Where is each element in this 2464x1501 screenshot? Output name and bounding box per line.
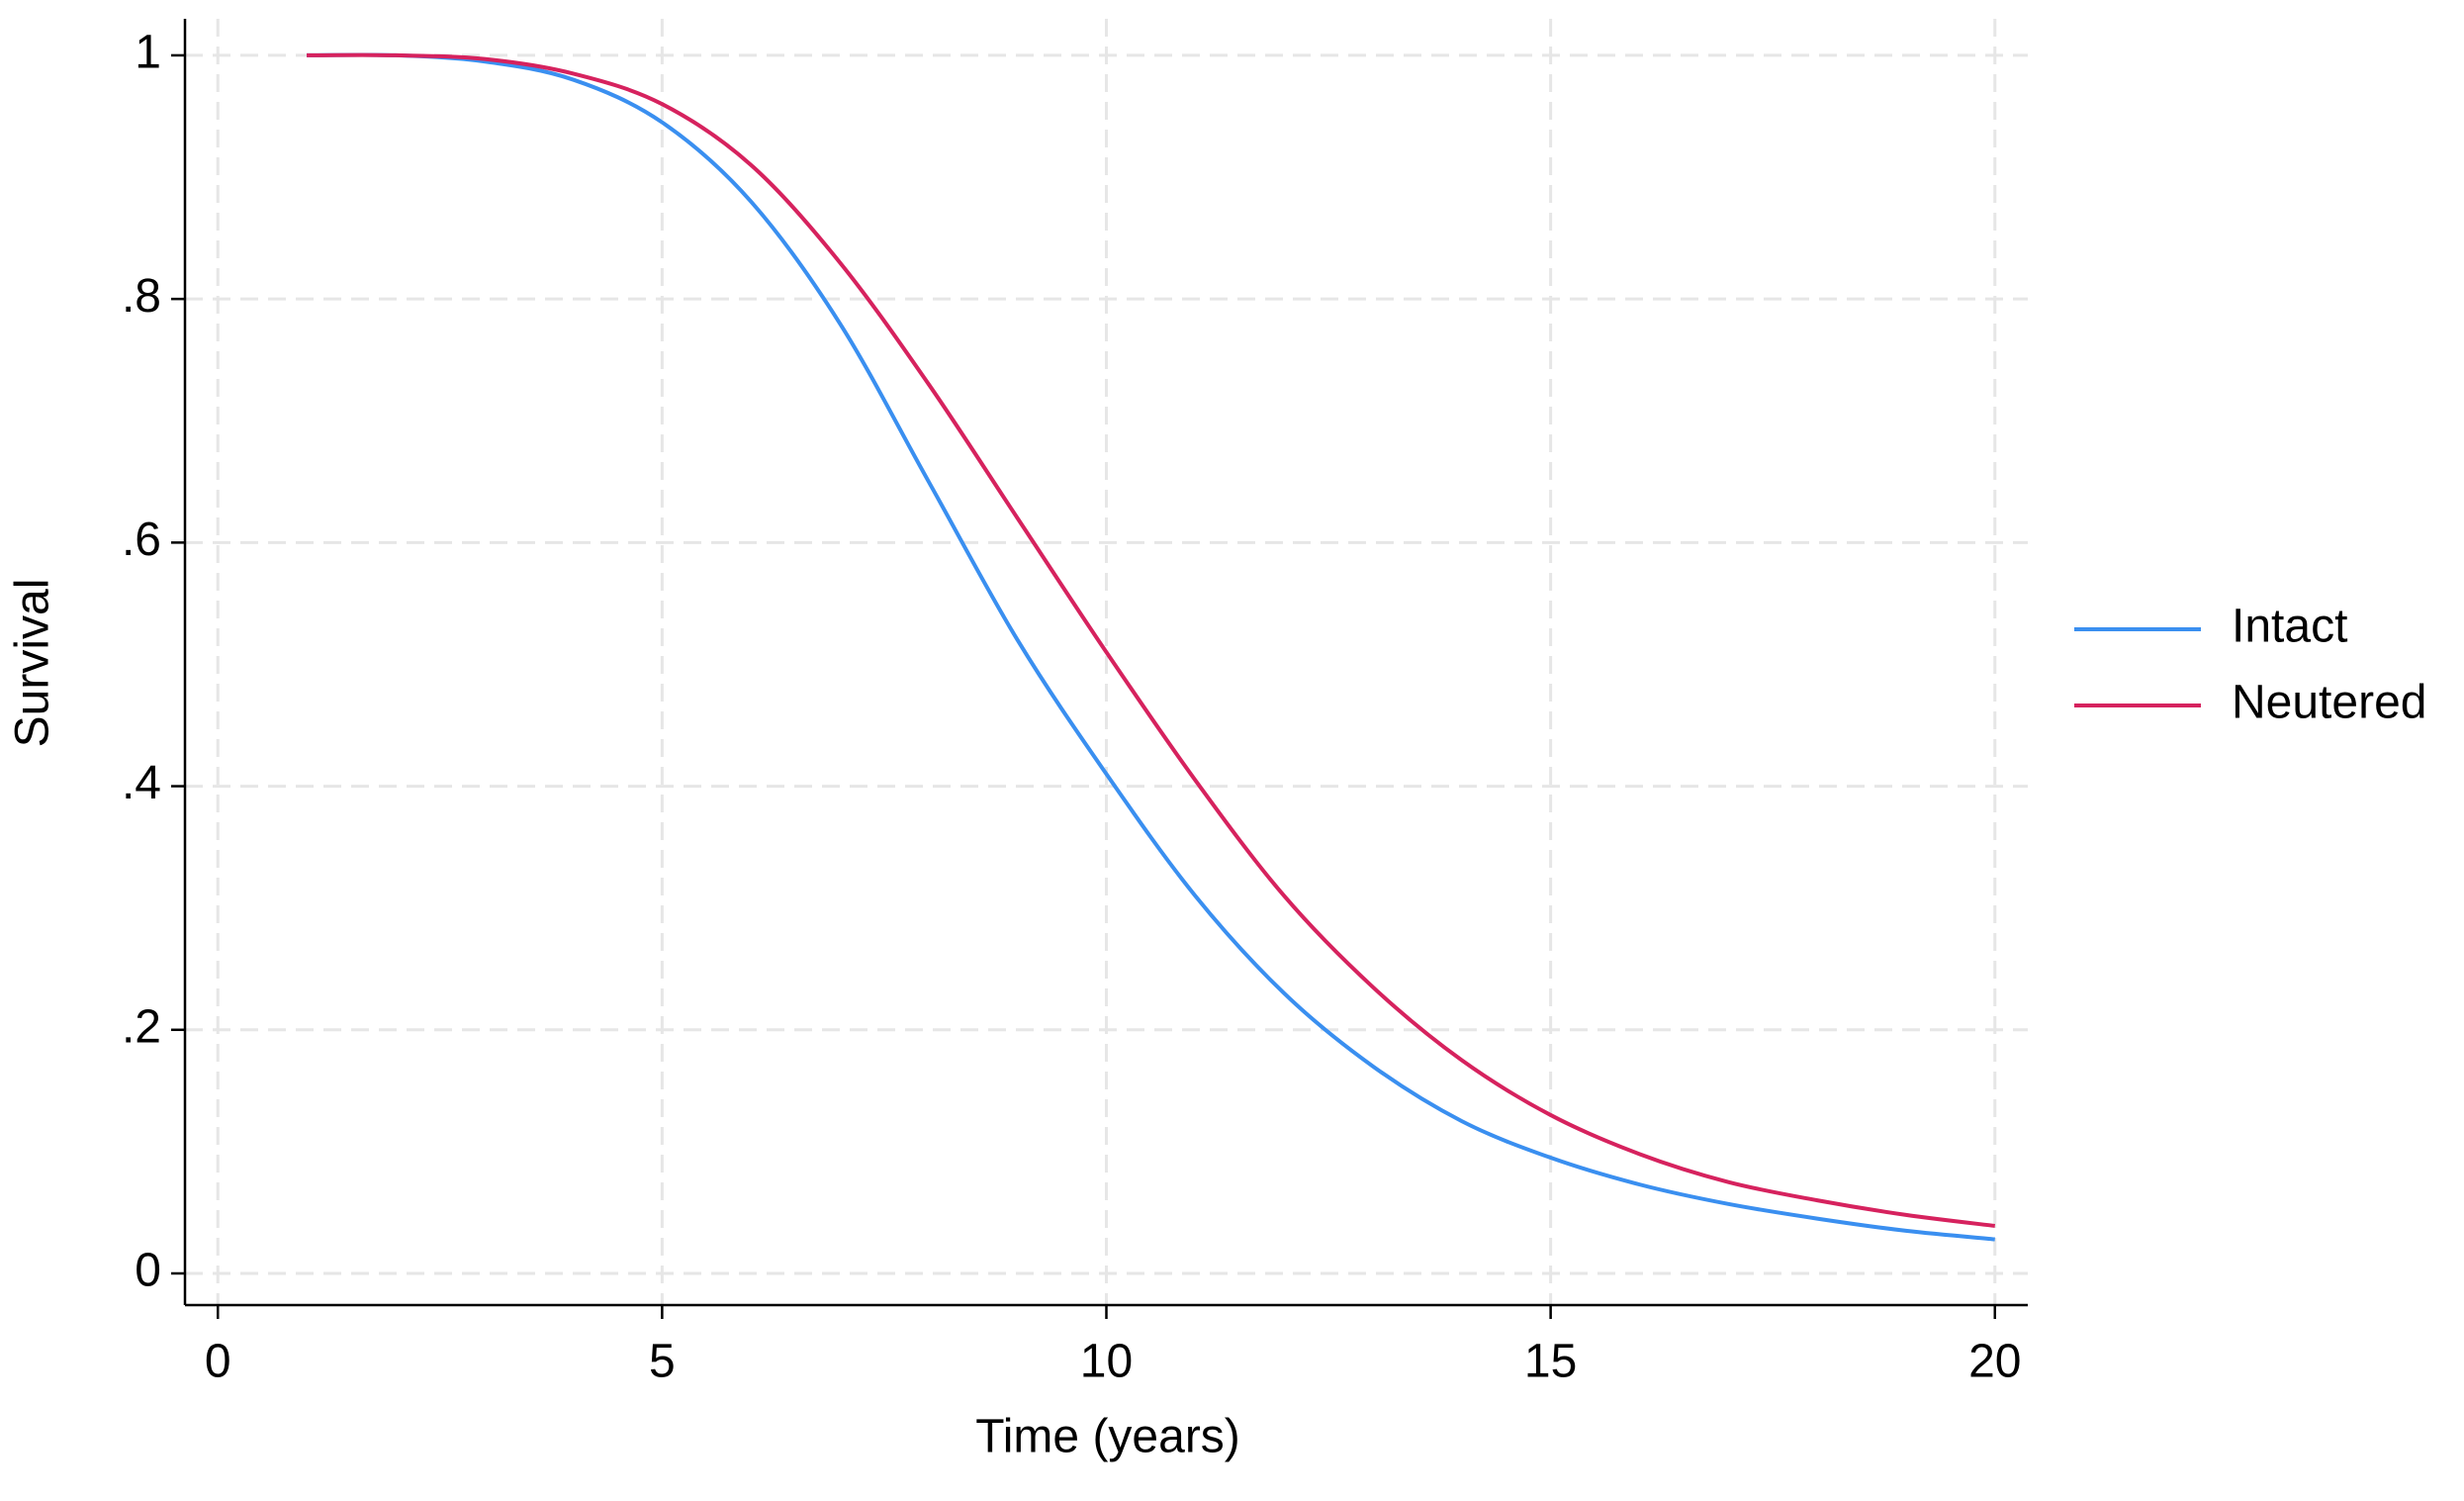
x-tick-label: 0 (205, 1336, 231, 1388)
y-tick-label: 0 (135, 1245, 161, 1297)
y-tick-label: .8 (122, 270, 161, 323)
y-axis-label: Survival (7, 579, 59, 748)
y-tick-label: .4 (122, 757, 161, 809)
series-line (307, 52, 1995, 1242)
legend-label: Neutered (2232, 677, 2426, 729)
legend-label: Intact (2232, 601, 2347, 653)
x-tick-label: 15 (1524, 1336, 1577, 1388)
x-tick-label: 10 (1080, 1336, 1133, 1388)
y-tick-label: .6 (122, 514, 161, 566)
y-tick-label: 1 (135, 27, 161, 79)
x-axis-label: Time (years) (975, 1411, 1240, 1463)
y-tick-label: .2 (122, 1000, 161, 1053)
x-tick-label: 5 (649, 1336, 676, 1388)
x-tick-label: 20 (1968, 1336, 2021, 1388)
series-line (307, 52, 1996, 1228)
